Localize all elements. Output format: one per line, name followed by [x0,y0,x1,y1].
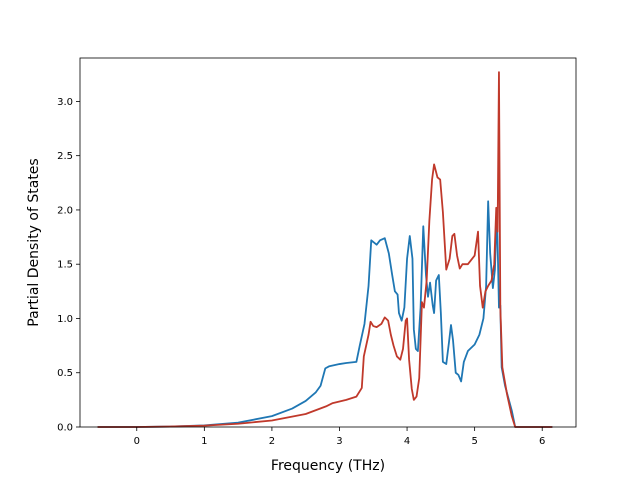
series-layer [97,71,553,428]
y-tick-label: 0.0 [57,423,73,434]
x-tick-label: 1 [201,436,207,447]
y-tick-label: 1.0 [57,314,73,325]
x-tick-label: 4 [404,436,410,447]
x-tick-label: 5 [471,436,477,447]
y-tick-label: 3.0 [57,97,73,108]
x-tick-label: 2 [269,436,275,447]
y-tick-label: 2.0 [57,205,73,216]
y-axis-label: Partial Density of States [26,158,42,326]
y-tick-label: 0.5 [57,368,73,379]
plot-frame [79,57,577,428]
x-tick-label: 0 [134,436,140,447]
x-axis-label: Frequency (THz) [271,458,385,474]
x-tick-label: 3 [336,436,342,447]
y-tick-label: 2.5 [57,151,73,162]
y-tick-label: 1.5 [57,260,73,271]
x-axis: 0 1 2 3 4 5 6 [134,427,545,447]
series-line-2 [97,71,553,428]
y-axis: 0.0 0.5 1.0 1.5 2.0 2.5 3.0 [57,97,80,434]
series-line-1 [97,200,553,428]
x-tick-label: 6 [539,436,545,447]
